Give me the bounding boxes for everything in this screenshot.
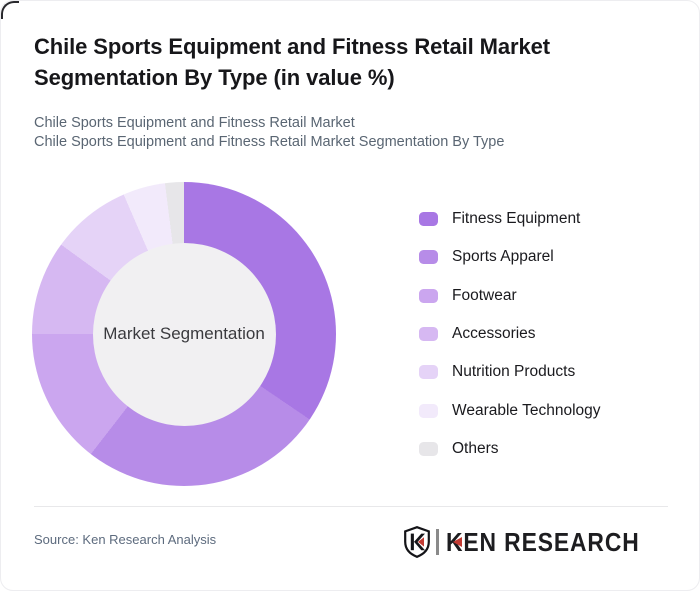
legend-label: Others	[452, 439, 499, 457]
legend-swatch	[419, 250, 438, 265]
legend-item: Nutrition Products	[419, 353, 601, 391]
source-text: Source: Ken Research Analysis	[34, 532, 217, 547]
legend-label: Sports Apparel	[452, 248, 554, 266]
legend-item: Others	[419, 430, 601, 468]
donut-hole: Market Segmentation	[92, 242, 276, 426]
legend-label: Accessories	[452, 325, 536, 343]
legend-swatch	[419, 403, 438, 418]
legend-item: Accessories	[419, 315, 601, 353]
legend-label: Footwear	[452, 286, 517, 304]
donut-chart: Market Segmentation	[32, 182, 336, 486]
subtitle-line-2: Chile Sports Equipment and Fitness Retai…	[34, 134, 505, 150]
legend-swatch	[419, 441, 438, 456]
donut-center-label: Market Segmentation	[103, 324, 265, 343]
card-corner-artifact	[1, 1, 19, 19]
subtitle-line-1: Chile Sports Equipment and Fitness Retai…	[34, 115, 355, 131]
logo-brand-text: KEN RESEARCH	[445, 526, 640, 557]
legend-label: Wearable Technology	[452, 401, 601, 419]
chart-title: Chile Sports Equipment and Fitness Retai…	[34, 34, 550, 90]
chart-subtitle: Chile Sports Equipment and Fitness Retai…	[34, 114, 504, 152]
legend-swatch	[419, 212, 438, 227]
legend-swatch	[419, 288, 438, 303]
legend-item: Wearable Technology	[419, 391, 601, 429]
ken-research-logo: KEN RESEARCH	[404, 525, 666, 559]
legend-label: Nutrition Products	[452, 363, 576, 381]
legend-swatch	[419, 327, 438, 342]
legend-swatch	[419, 365, 438, 380]
legend-label: Fitness Equipment	[452, 210, 581, 228]
legend-item: Footwear	[419, 277, 601, 315]
chart-legend: Fitness Equipment Sports Apparel Footwear A…	[419, 200, 601, 468]
shield-k-icon	[404, 526, 431, 558]
legend-item: Fitness Equipment	[419, 200, 601, 238]
legend-item: Sports Apparel	[419, 238, 601, 276]
footer-divider	[34, 506, 668, 507]
logo-red-arrow-icon	[452, 537, 462, 547]
logo-separator	[436, 529, 439, 555]
logo-brand: KEN RESEARCH	[446, 527, 666, 558]
